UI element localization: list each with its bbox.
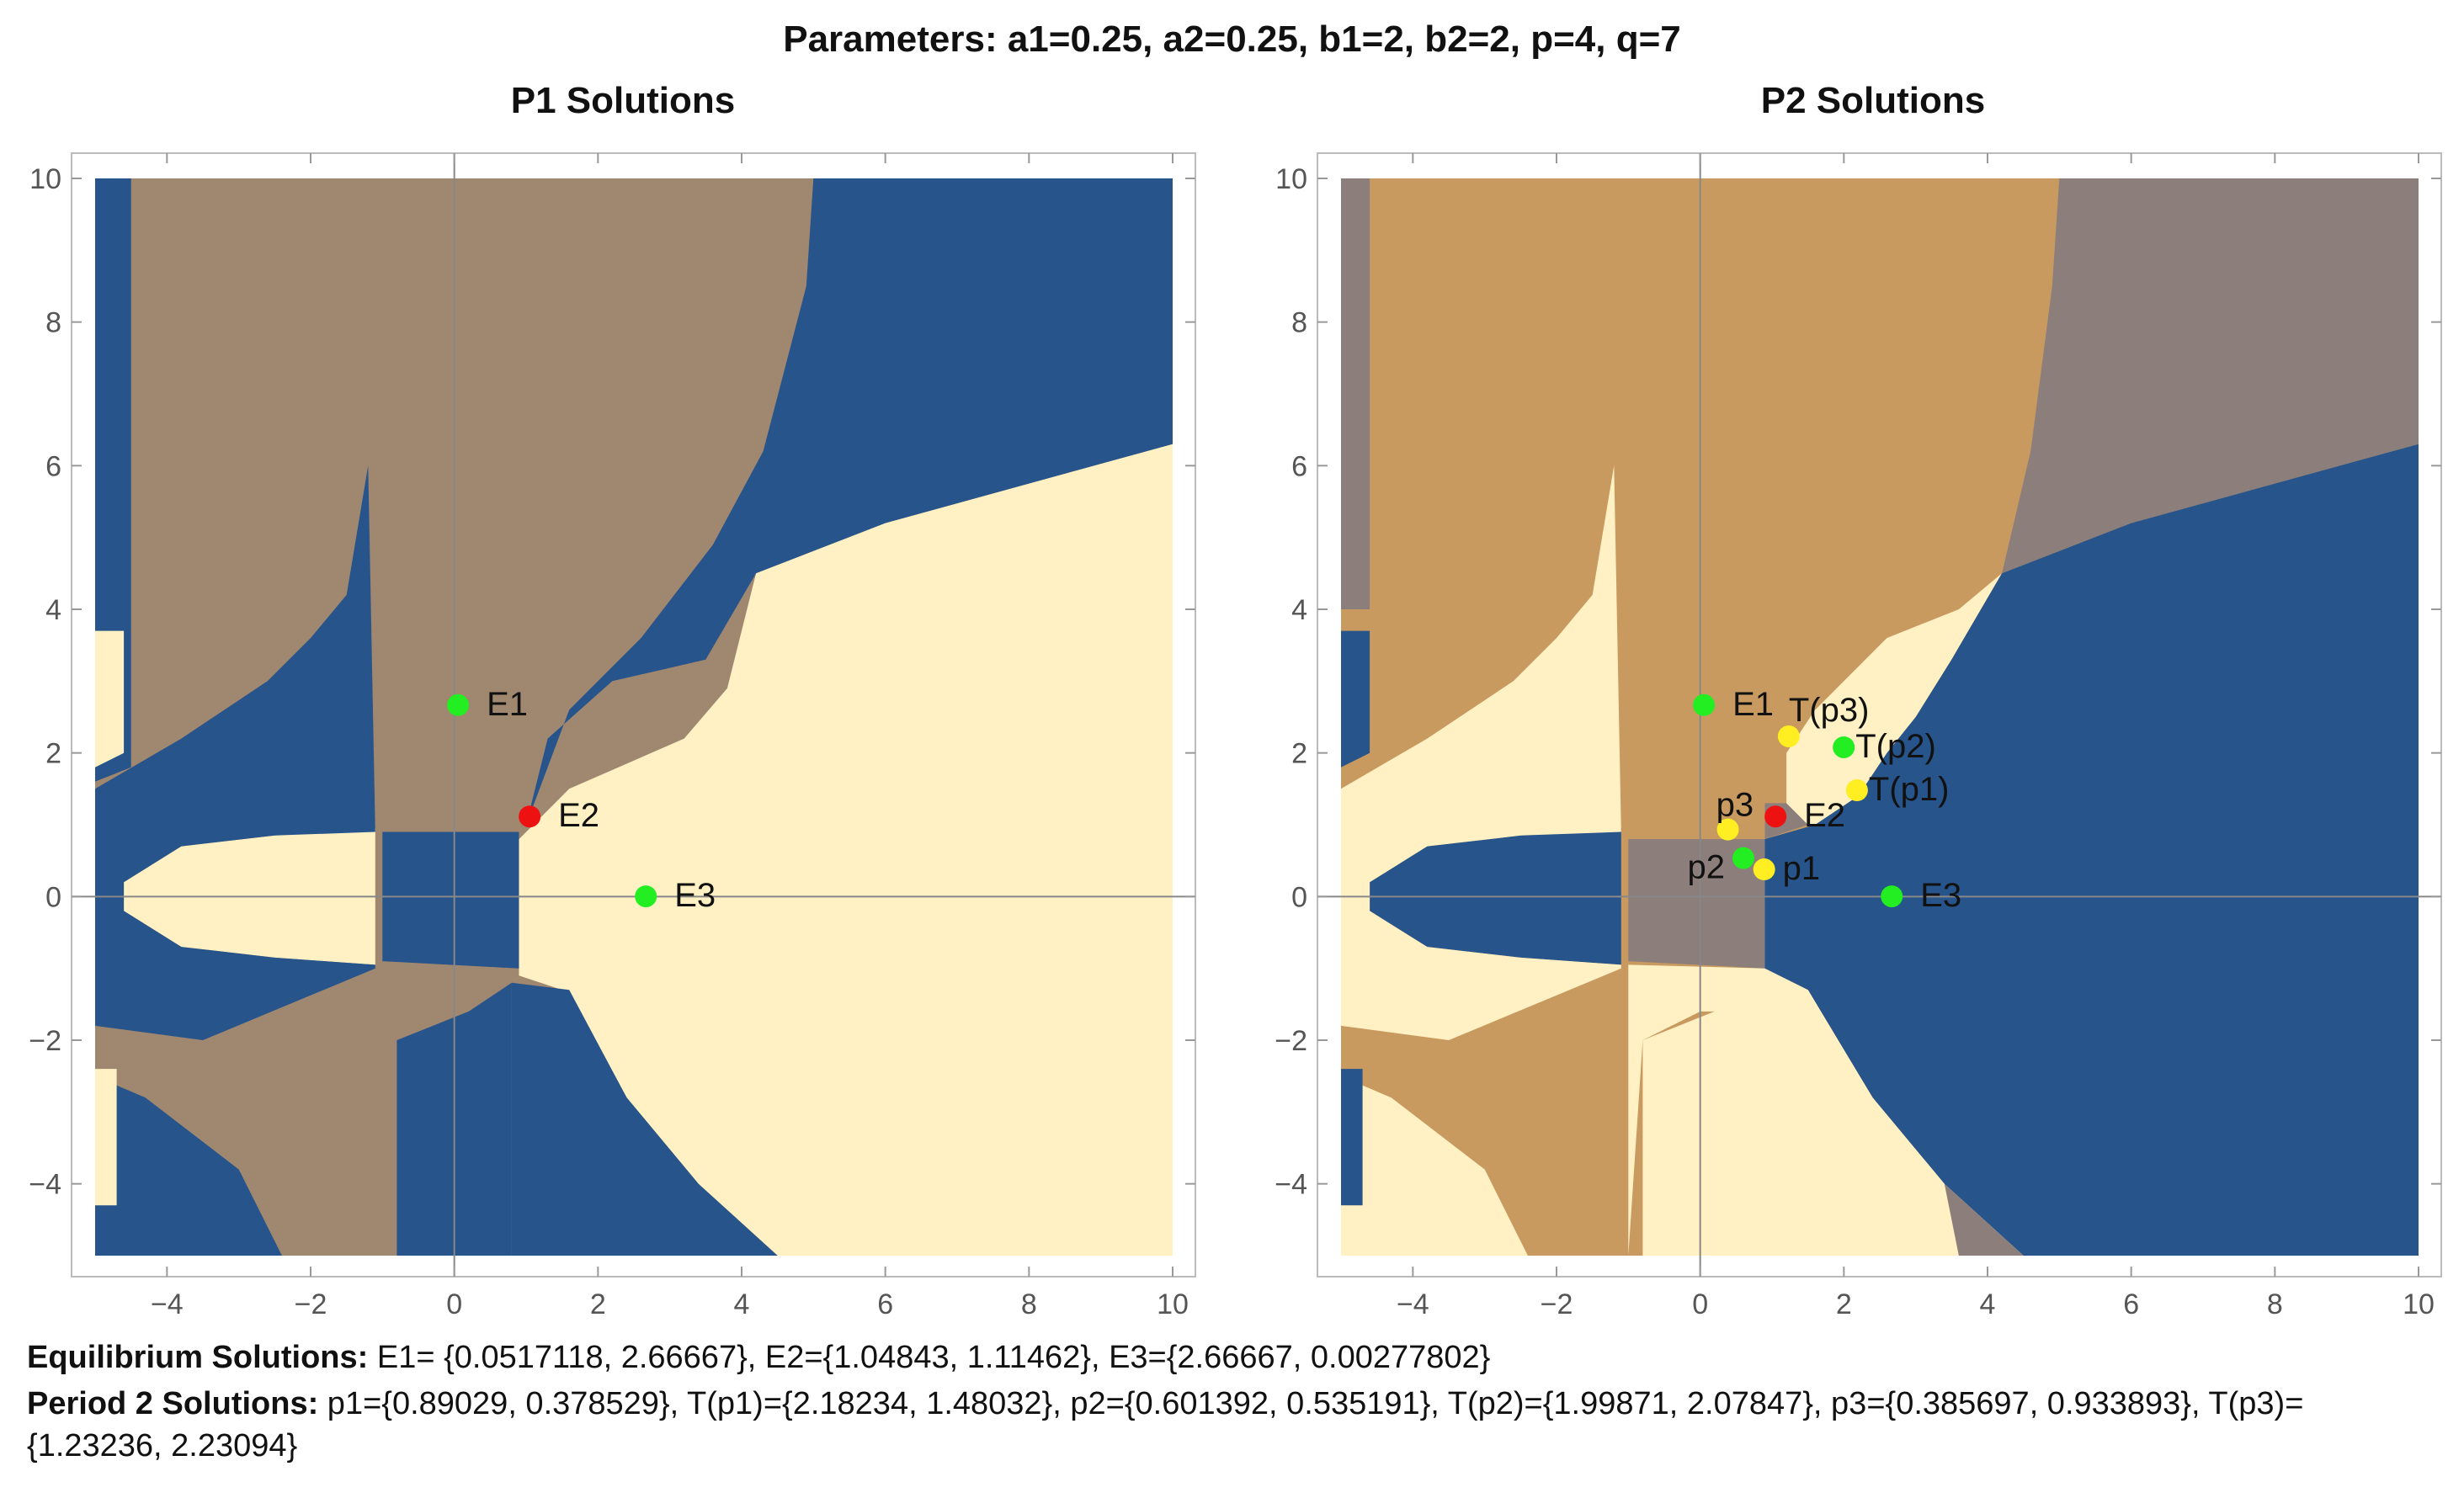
p1-x-tick-label: 2 xyxy=(590,1288,606,1320)
p1-region-7 xyxy=(95,1076,282,1256)
p1-region-10 xyxy=(95,630,125,768)
p2-x-tick-label: 8 xyxy=(2267,1288,2283,1320)
p1-region-11 xyxy=(95,1069,117,1206)
p2-marker-e1 xyxy=(1693,693,1716,716)
p2-y-tick-label: 2 xyxy=(1291,738,1307,770)
p2-x-tick-label: 2 xyxy=(1836,1288,1852,1320)
p1-y-tick-label: −4 xyxy=(29,1169,61,1201)
p2-y-tick-label: 6 xyxy=(1291,450,1307,482)
p2-marker-p3 xyxy=(1716,818,1739,841)
p2-marker-e2 xyxy=(1764,805,1787,828)
p2-marker-label-e1: E1 xyxy=(1732,686,1774,723)
p2-marker-p2 xyxy=(1732,847,1754,869)
p1-region-9 xyxy=(152,1183,282,1256)
p1-region-5 xyxy=(95,465,375,1040)
p2-region-12 xyxy=(1341,178,1370,609)
p1-x-tick-label: 4 xyxy=(734,1288,750,1320)
p2-x-tick-label: −2 xyxy=(1541,1288,1573,1320)
p2-x-tick-label: 10 xyxy=(2403,1288,2435,1320)
p1-marker-e2 xyxy=(519,805,541,828)
equilibrium-solutions-line: Equilibrium Solutions: E1= {0.0517118, 2… xyxy=(27,1336,2435,1378)
p1-region-0 xyxy=(526,178,1173,825)
p2-x-tick-label: 4 xyxy=(1980,1288,1996,1320)
period2-solutions-line: Period 2 Solutions: p1={0.89029, 0.37852… xyxy=(27,1383,2435,1467)
p1-y-tick-label: 6 xyxy=(45,450,61,482)
p1-y-tick-label: 8 xyxy=(45,307,61,339)
figure-title: Parameters: a1=0.25, a2=0.25, b1=2, b2=2… xyxy=(783,19,1681,60)
p2-marker-p1 xyxy=(1753,858,1775,881)
p1-x-tick-label: 10 xyxy=(1157,1288,1189,1320)
p2-y-tick-label: 10 xyxy=(1275,163,1307,195)
p2-region-2 xyxy=(1764,444,2419,1256)
p2-y-tick-label: −2 xyxy=(1275,1025,1307,1057)
p2-region-3 xyxy=(1628,803,1808,969)
p2-x-tick-label: −4 xyxy=(1397,1288,1429,1320)
p1-marker-e3 xyxy=(635,885,657,908)
p1-panel-title: P1 Solutions xyxy=(510,80,736,121)
p1-region-3 xyxy=(511,982,778,1256)
period2-text: p1={0.89029, 0.378529}, T(p1)={2.18234, … xyxy=(27,1386,2304,1463)
p2-y-tick-label: 8 xyxy=(1291,307,1307,339)
p2-marker-label-e2: E2 xyxy=(1804,797,1845,834)
p2-region-11 xyxy=(1341,1069,1363,1206)
p1-marker-label-e1: E1 xyxy=(487,686,528,723)
p2-marker-tp2 xyxy=(1833,736,1855,758)
p1-x-tick-label: 8 xyxy=(1021,1288,1037,1320)
p1-x-tick-label: −2 xyxy=(295,1288,327,1320)
p1-y-tick-label: 10 xyxy=(29,163,61,195)
p1-x-tick-label: −4 xyxy=(151,1288,184,1320)
equilibrium-label: Equilibrium Solutions: xyxy=(27,1340,369,1375)
p1-x-tick-label: 6 xyxy=(877,1288,893,1320)
p1-y-tick-label: −2 xyxy=(29,1025,61,1057)
p2-marker-tp1 xyxy=(1845,779,1868,802)
p2-marker-label-tp3: T(p3) xyxy=(1789,692,1870,729)
p2-x-tick-label: 0 xyxy=(1692,1288,1708,1320)
p2-marker-label-p2: p2 xyxy=(1687,849,1725,886)
p1-region-1 xyxy=(519,444,1173,1256)
p1-y-tick-label: 0 xyxy=(45,881,61,913)
p2-region-7 xyxy=(1341,1076,1528,1256)
p2-chart: −4 −2 0 2 4 6 8 10 −4 −2 0 2 4 6 8 10 E1 E2 E3 p1 T(p1) p2 T(p… xyxy=(1275,152,2442,1320)
p2-y-tick-label: 0 xyxy=(1291,881,1307,913)
p1-y-tick-label: 2 xyxy=(45,738,61,770)
p2-region-1 xyxy=(1786,573,2003,825)
p2-y-tick-label: −4 xyxy=(1275,1169,1307,1201)
p2-panel-title: P2 Solutions xyxy=(1760,80,1986,121)
p1-marker-label-e3: E3 xyxy=(674,877,716,914)
p1-chart: −4 −2 0 2 4 6 8 10 −4 −2 0 2 4 6 8 10 E1 E2 E3 xyxy=(29,152,1196,1320)
p1-marker-e1 xyxy=(447,693,470,716)
p2-region-0 xyxy=(2002,178,2419,574)
p2-marker-tp3 xyxy=(1777,725,1800,747)
p2-x-tick-label: 6 xyxy=(2123,1288,2139,1320)
p2-marker-label-e3: E3 xyxy=(1920,877,1961,914)
p1-x-tick-label: 0 xyxy=(446,1288,462,1320)
p2-marker-e3 xyxy=(1881,885,1903,908)
p2-basin-regions xyxy=(1341,178,2419,1256)
p2-marker-label-tp2: T(p2) xyxy=(1855,728,1936,765)
p1-marker-label-e2: E2 xyxy=(558,797,599,834)
p1-region-2 xyxy=(382,831,519,969)
p2-marker-label-p1: p1 xyxy=(1783,850,1821,887)
p2-marker-label-p3: p3 xyxy=(1716,787,1754,824)
p2-region-10 xyxy=(1341,630,1370,768)
p2-y-tick-label: 4 xyxy=(1291,594,1307,626)
period2-label: Period 2 Solutions: xyxy=(27,1386,319,1421)
p2-region-9 xyxy=(1944,1183,2024,1256)
p1-basin-regions xyxy=(95,178,1173,1256)
equilibrium-text: E1= {0.0517118, 2.66667}, E2={1.04843, 1… xyxy=(368,1340,1491,1375)
p2-marker-label-tp1: T(p1) xyxy=(1869,771,1950,808)
p2-region-6 xyxy=(1341,465,1621,1040)
p1-y-tick-label: 4 xyxy=(45,594,61,626)
p2-region-8 xyxy=(1642,982,1959,1256)
